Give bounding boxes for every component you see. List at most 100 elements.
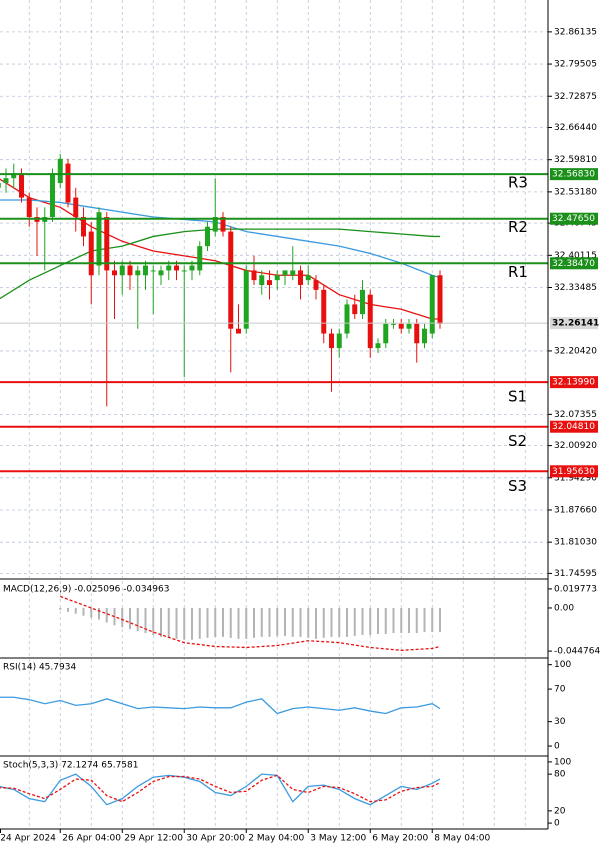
y-tick-label: 32.00920: [554, 441, 597, 451]
candle-body: [189, 265, 195, 271]
x-tick-label: 8 May 04:00: [434, 834, 490, 844]
macd-bar: [307, 607, 310, 638]
candle-body: [406, 323, 412, 329]
y-tick-label: 80: [554, 770, 566, 780]
candle-body: [73, 197, 79, 218]
candle-body: [429, 275, 435, 334]
macd-bar: [260, 607, 263, 637]
candle-body: [375, 343, 381, 349]
candle-body: [274, 275, 280, 281]
y-tick-label: 100: [554, 757, 571, 767]
y-tick-label: 32.20420: [554, 346, 597, 356]
macd-bar: [129, 607, 131, 630]
candle-body: [50, 173, 55, 218]
y-tick-label: 30: [554, 717, 566, 727]
y-tick-label: 0.00: [554, 603, 574, 613]
candle-body: [3, 178, 9, 184]
candle-body: [57, 158, 63, 184]
candle-body: [81, 217, 86, 237]
y-tick-label: 31.87660: [554, 505, 597, 515]
y-tick-label: 0: [554, 819, 560, 829]
macd-bar: [439, 607, 441, 633]
candle-body: [158, 270, 164, 276]
y-tick-label: 32.53180: [554, 187, 597, 197]
candle-body: [360, 289, 365, 315]
candle-body: [398, 323, 404, 329]
macd-bar: [369, 607, 372, 635]
candle-body: [166, 265, 172, 271]
macd-bar: [214, 607, 217, 637]
y-tick-label: 32.33485: [554, 283, 597, 293]
indicator-line: [0, 773, 441, 806]
candle-body: [243, 270, 249, 329]
candle-body: [96, 212, 102, 266]
candle-body: [143, 265, 148, 276]
macd-bar: [415, 607, 418, 634]
macd-bar: [377, 607, 379, 634]
candle-body: [329, 333, 334, 349]
candle-body: [181, 270, 187, 272]
candle-body: [391, 323, 396, 325]
level-name: S1: [508, 388, 527, 406]
macd-bar: [299, 607, 302, 637]
candle-body: [88, 231, 94, 276]
level-name: R3: [508, 174, 528, 192]
candle-body: [104, 217, 110, 271]
candle-body: [11, 173, 17, 179]
macd-bar: [253, 607, 255, 638]
y-tick-label: 32.59810: [554, 155, 597, 165]
macd-bar: [392, 607, 395, 634]
macd-bar: [206, 607, 209, 638]
macd-bar: [237, 607, 240, 639]
macd-bar: [167, 607, 170, 638]
candle-body: [0, 183, 1, 188]
macd-bar: [121, 607, 124, 628]
candle-body: [205, 226, 210, 247]
candle-body: [135, 270, 141, 276]
moving-average: [0, 228, 440, 300]
signal-line: [60, 595, 441, 652]
level-box: [550, 168, 598, 181]
panel-title: Stoch(5,3,3) 72.1274 65.7581: [3, 761, 138, 771]
y-tick-label: -0.044764: [554, 647, 600, 657]
level-label: 32.47650: [552, 214, 595, 224]
macd-bar: [315, 607, 317, 639]
macd-bar: [245, 607, 248, 639]
y-tick-label: 100: [554, 660, 571, 670]
macd-bar: [183, 607, 186, 640]
last-price-box: [550, 317, 598, 330]
candle-body: [336, 333, 342, 349]
macd-bar: [175, 607, 178, 639]
macd-bar: [353, 607, 356, 636]
macd-bar: [330, 607, 333, 637]
level-label: 32.56830: [552, 170, 595, 180]
candle-body: [112, 270, 117, 276]
candle-body: [212, 217, 218, 232]
candle-body: [313, 280, 319, 290]
macd-bar: [361, 607, 364, 635]
candle-body: [352, 304, 358, 315]
level-box: [550, 465, 598, 478]
macd-bar: [346, 607, 348, 637]
level-box: [550, 376, 598, 389]
macd-bar: [98, 607, 100, 620]
candle-body: [298, 270, 303, 285]
y-tick-label: 0.019773: [554, 584, 597, 594]
x-tick-label: 3 May 12:00: [310, 834, 366, 844]
y-tick-label: 31.74595: [554, 569, 597, 579]
macd-bar: [136, 607, 139, 632]
y-tick-label: 32.66440: [554, 123, 597, 133]
y-tick-label: 32.86135: [554, 27, 597, 37]
candle-body: [305, 275, 311, 281]
y-tick-label: 32.72875: [554, 92, 597, 102]
macd-bar: [144, 607, 147, 634]
candle-body: [321, 289, 327, 334]
macd-bar: [431, 607, 434, 633]
level-box: [550, 257, 598, 270]
moving-average: [0, 199, 441, 279]
candle-body: [220, 217, 226, 232]
macd-bar: [82, 607, 85, 616]
level-label: 32.38470: [552, 259, 595, 269]
macd-bar: [384, 607, 387, 634]
